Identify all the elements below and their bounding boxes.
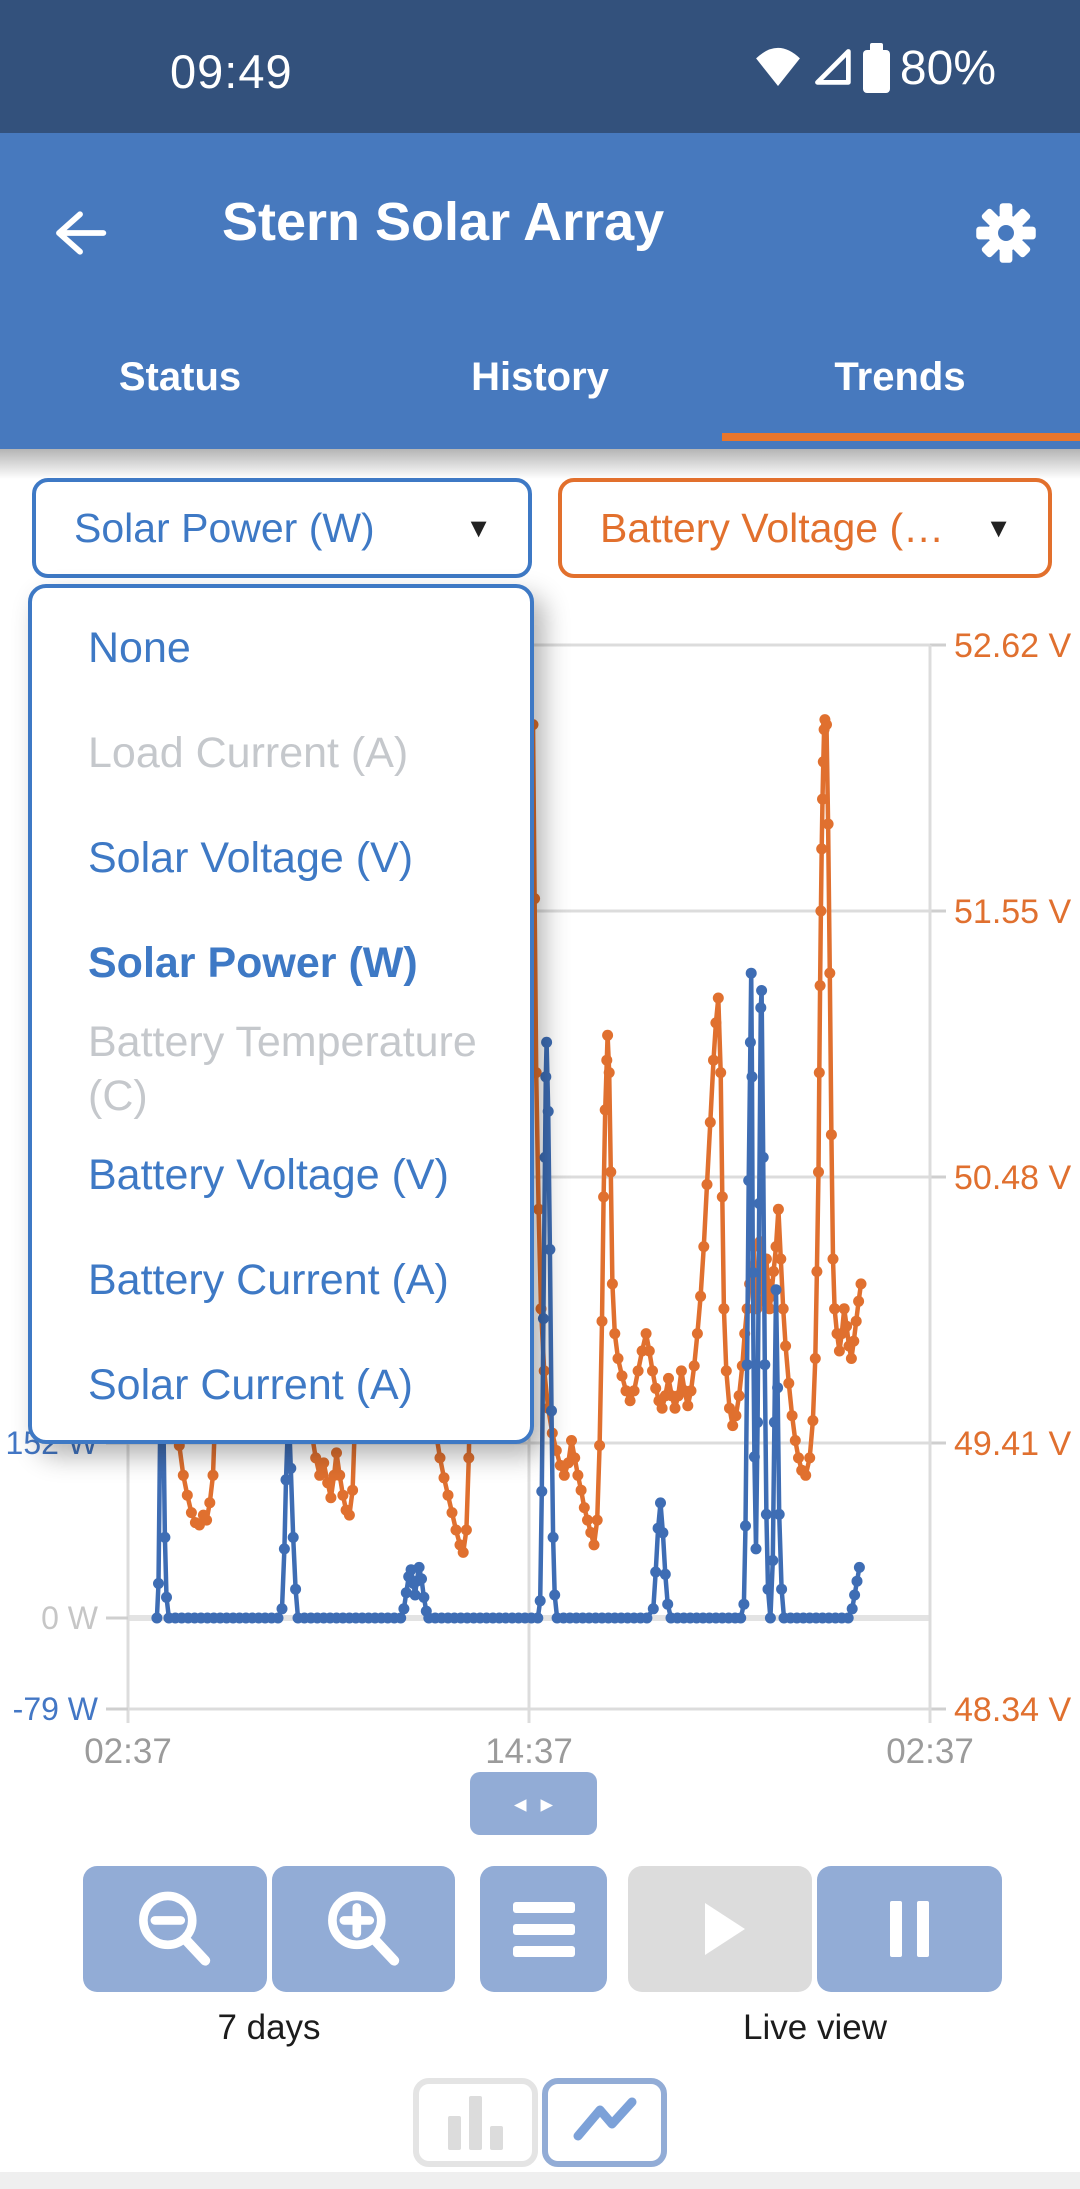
settings-gear-icon[interactable] xyxy=(968,195,1044,271)
tab-bar: Status History Trends xyxy=(0,314,1080,449)
chart-options-menu-button[interactable] xyxy=(480,1866,607,1992)
svg-text:51.55 V: 51.55 V xyxy=(954,893,1072,931)
play-icon xyxy=(705,1903,745,1955)
dropdown-item-solar-voltage-v[interactable]: Solar Voltage (V) xyxy=(88,833,414,882)
play-button[interactable] xyxy=(628,1866,812,1992)
dropdown-item-solar-current-a[interactable]: Solar Current (A) xyxy=(88,1361,413,1410)
bar-chart-toggle-button[interactable] xyxy=(413,2078,538,2167)
zoom-out-button[interactable] xyxy=(83,1866,267,1992)
metric-dropdown-menu: None Load Current (A) Solar Voltage (V) Sol… xyxy=(28,584,534,1444)
pause-button[interactable] xyxy=(817,1866,1002,1992)
pan-right-icon: ▸ xyxy=(540,1789,554,1818)
dropdown-item-load-current-a[interactable]: Load Current (A) xyxy=(88,728,409,777)
svg-text:50.48 V: 50.48 V xyxy=(954,1159,1072,1197)
cellular-signal-icon xyxy=(811,46,853,91)
svg-text:48.34 V: 48.34 V xyxy=(954,1691,1072,1729)
pan-range-handle[interactable]: ◂ ▸ xyxy=(470,1772,597,1835)
active-tab-underline xyxy=(722,433,1080,441)
wifi-icon xyxy=(755,46,801,91)
bar-chart-icon xyxy=(448,2095,503,2150)
tab-history[interactable]: History xyxy=(471,355,609,399)
left-metric-select[interactable]: Solar Power (W) ▼ xyxy=(32,478,532,578)
dropdown-item-battery-current-a[interactable]: Battery Current (A) xyxy=(88,1256,449,1305)
svg-text:14:37: 14:37 xyxy=(485,1732,573,1771)
bottom-gesture-strip xyxy=(0,2172,1080,2189)
tab-bar-shadow xyxy=(0,449,1080,479)
right-metric-value: Battery Voltage (… xyxy=(600,504,945,551)
dropdown-item-solar-power-w[interactable]: Solar Power (W) xyxy=(88,938,418,987)
back-button[interactable] xyxy=(40,193,120,273)
svg-text:02:37: 02:37 xyxy=(886,1732,974,1771)
svg-text:0 W: 0 W xyxy=(41,1600,99,1636)
svg-text:-79 W: -79 W xyxy=(13,1691,99,1727)
tab-trends[interactable]: Trends xyxy=(834,355,966,399)
tab-status[interactable]: Status xyxy=(118,355,242,399)
dropdown-item-battery-voltage-v[interactable]: Battery Voltage (V) xyxy=(88,1151,449,1200)
status-bar: 09:49 80% xyxy=(0,0,1080,133)
live-view-label: Live view xyxy=(743,2008,887,2047)
battery-icon xyxy=(862,43,890,93)
line-chart-toggle-button[interactable] xyxy=(542,2078,667,2167)
battery-percentage: 80% xyxy=(899,41,996,95)
zoom-in-button[interactable] xyxy=(272,1866,455,1992)
status-icons: 80% xyxy=(755,40,996,96)
svg-text:02:37: 02:37 xyxy=(84,1732,172,1771)
dropdown-item-none[interactable]: None xyxy=(88,623,191,672)
zoom-span-label: 7 days xyxy=(217,2008,321,2047)
hamburger-icon xyxy=(512,1901,575,1957)
svg-text:49.41 V: 49.41 V xyxy=(954,1425,1072,1463)
dropdown-item-battery-temperature-c[interactable]: Battery Temperature (C) xyxy=(88,1018,477,1120)
page-title: Stern Solar Array xyxy=(222,192,665,252)
left-metric-value: Solar Power (W) xyxy=(74,504,375,551)
pause-icon xyxy=(890,1901,929,1957)
app-header: Stern Solar Array xyxy=(0,133,1080,314)
pan-left-icon: ◂ xyxy=(513,1789,527,1818)
line-chart-icon xyxy=(570,2092,640,2153)
chevron-down-icon: ▼ xyxy=(985,512,1012,543)
chevron-down-icon: ▼ xyxy=(465,512,492,543)
clock: 09:49 xyxy=(170,45,293,98)
svg-text:52.62 V: 52.62 V xyxy=(954,627,1072,665)
right-metric-select[interactable]: Battery Voltage (… ▼ xyxy=(558,478,1052,578)
